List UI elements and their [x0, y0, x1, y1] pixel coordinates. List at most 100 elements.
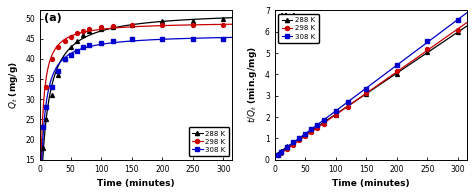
298 K — [425, 48, 430, 50]
288 K — [74, 40, 80, 42]
288 K — [159, 19, 165, 22]
288 K — [40, 146, 46, 149]
288 K — [44, 118, 49, 121]
308 K — [110, 40, 116, 42]
298 K — [290, 144, 296, 146]
308 K — [333, 110, 338, 113]
298 K — [455, 28, 461, 31]
308 K — [455, 19, 461, 21]
Text: (a): (a) — [44, 13, 62, 23]
288 K — [68, 46, 73, 48]
308 K — [315, 124, 320, 126]
288 K — [275, 152, 281, 155]
298 K — [302, 135, 308, 137]
Line: 288 K: 288 K — [276, 30, 460, 156]
298 K — [394, 70, 400, 72]
298 K — [110, 25, 116, 27]
298 K — [49, 58, 55, 60]
288 K — [309, 130, 314, 132]
288 K — [110, 25, 116, 28]
308 K — [129, 37, 135, 40]
308 K — [44, 106, 49, 108]
298 K — [129, 24, 135, 27]
288 K — [278, 150, 283, 152]
288 K — [55, 74, 61, 76]
288 K — [455, 31, 461, 33]
298 K — [220, 24, 226, 27]
308 K — [309, 128, 314, 130]
288 K — [62, 58, 67, 60]
298 K — [364, 92, 369, 95]
288 K — [345, 105, 351, 107]
298 K — [278, 152, 283, 154]
Legend: 288 K, 298 K, 308 K: 288 K, 298 K, 308 K — [278, 14, 319, 43]
288 K — [49, 94, 55, 96]
308 K — [220, 37, 226, 40]
298 K — [98, 25, 104, 28]
298 K — [62, 40, 67, 42]
308 K — [425, 40, 430, 42]
298 K — [309, 131, 314, 133]
308 K — [86, 43, 92, 46]
Line: 308 K: 308 K — [41, 37, 225, 129]
288 K — [220, 17, 226, 20]
Line: 288 K: 288 K — [41, 17, 225, 150]
288 K — [190, 19, 196, 22]
308 K — [55, 70, 61, 72]
298 K — [86, 27, 92, 30]
308 K — [394, 64, 400, 66]
Line: 298 K: 298 K — [276, 28, 460, 157]
288 K — [290, 141, 296, 143]
308 K — [345, 101, 351, 103]
288 K — [98, 27, 104, 30]
308 K — [159, 37, 165, 40]
308 K — [284, 145, 290, 148]
308 K — [98, 42, 104, 44]
288 K — [80, 34, 86, 36]
308 K — [62, 58, 67, 60]
308 K — [190, 37, 196, 40]
308 K — [278, 151, 283, 153]
308 K — [80, 46, 86, 48]
298 K — [333, 114, 338, 116]
308 K — [49, 86, 55, 88]
308 K — [364, 88, 369, 90]
298 K — [190, 24, 196, 27]
288 K — [321, 122, 327, 125]
X-axis label: Time (minutes): Time (minutes) — [98, 179, 175, 188]
308 K — [296, 137, 302, 139]
Y-axis label: $t/Q_t$ (min.g/mg): $t/Q_t$ (min.g/mg) — [246, 47, 259, 123]
288 K — [394, 72, 400, 75]
Y-axis label: $Q_t$ (mg/g): $Q_t$ (mg/g) — [7, 61, 20, 109]
298 K — [296, 139, 302, 142]
Line: 298 K: 298 K — [41, 23, 225, 129]
288 K — [296, 137, 302, 139]
288 K — [129, 23, 135, 26]
308 K — [275, 154, 281, 156]
298 K — [80, 29, 86, 32]
298 K — [68, 35, 73, 38]
298 K — [44, 86, 49, 88]
298 K — [321, 123, 327, 125]
298 K — [345, 105, 351, 108]
308 K — [290, 141, 296, 144]
298 K — [55, 46, 61, 48]
308 K — [321, 119, 327, 122]
298 K — [159, 24, 165, 27]
288 K — [284, 145, 290, 147]
288 K — [86, 29, 92, 32]
288 K — [302, 134, 308, 136]
X-axis label: Time (minutes): Time (minutes) — [332, 179, 410, 188]
298 K — [74, 31, 80, 34]
308 K — [302, 132, 308, 135]
Legend: 288 K, 298 K, 308 K: 288 K, 298 K, 308 K — [189, 127, 229, 156]
288 K — [333, 114, 338, 116]
308 K — [40, 126, 46, 129]
298 K — [275, 154, 281, 156]
Line: 308 K: 308 K — [276, 18, 460, 157]
308 K — [68, 54, 73, 56]
288 K — [315, 126, 320, 129]
Text: (b): (b) — [279, 13, 297, 23]
298 K — [40, 126, 46, 129]
298 K — [284, 148, 290, 150]
